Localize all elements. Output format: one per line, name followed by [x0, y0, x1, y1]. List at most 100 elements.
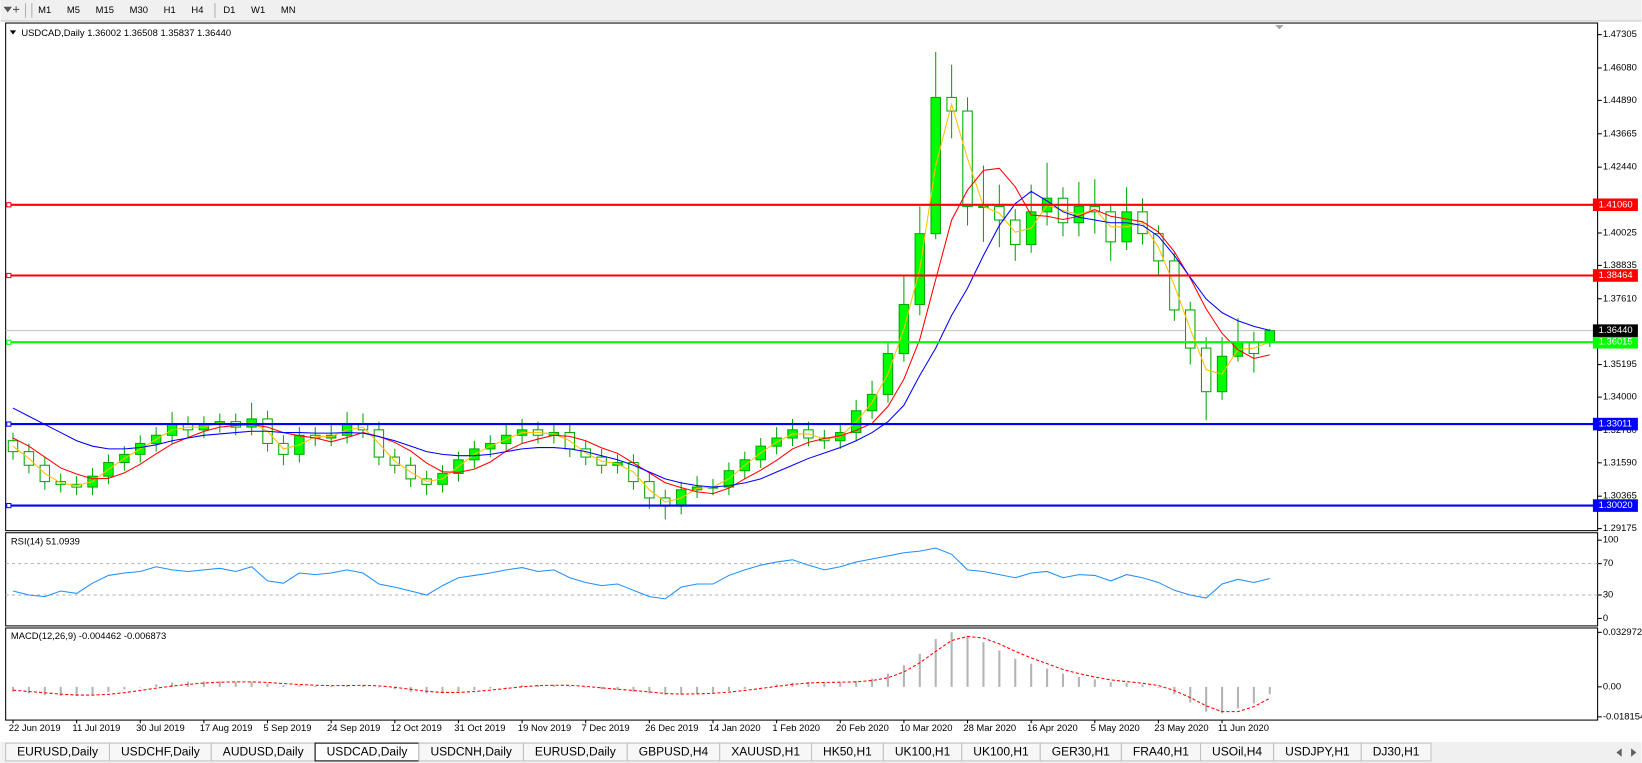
toolbar-icon[interactable]	[3, 6, 20, 13]
macd-panel	[5, 627, 1599, 721]
macd-title: MACD(12,26,9) -0.004462 -0.006873	[11, 630, 166, 641]
macd-histogram-bar	[107, 686, 110, 692]
tab-label[interactable]: UK100,H1	[895, 745, 951, 759]
macd-histogram-bar	[632, 686, 635, 692]
macd-histogram-bar	[457, 686, 460, 692]
macd-histogram-bar	[1046, 668, 1049, 687]
macd-histogram-bar	[934, 638, 937, 687]
macd-histogram-bar	[807, 681, 810, 687]
macd-histogram-bar	[1014, 658, 1017, 687]
macd-histogram-bar	[616, 686, 619, 691]
macd-histogram-bar	[1252, 686, 1255, 704]
macd-histogram-bar	[1077, 676, 1080, 687]
macd-histogram-bar	[27, 686, 30, 694]
timeframe-button[interactable]: W1	[251, 4, 265, 15]
macd-histogram-bar	[982, 642, 985, 687]
macd-histogram-bar	[330, 686, 333, 687]
tab-label[interactable]: USDJPY,H1	[1285, 745, 1350, 759]
price-label-box	[1592, 499, 1638, 512]
price-label: 1.38464	[1599, 269, 1633, 280]
tab[interactable]	[1360, 742, 1432, 762]
tab-label[interactable]: FRA40,H1	[1133, 745, 1189, 759]
macd-histogram-bar	[839, 682, 842, 687]
timeframe-button[interactable]: D1	[223, 4, 235, 15]
macd-histogram-bar	[536, 684, 540, 687]
macd-histogram-bar	[75, 686, 78, 696]
tab-scroll-right[interactable]	[1631, 748, 1637, 757]
macd-histogram-bar	[314, 686, 317, 687]
tab-label[interactable]: EURUSD,Daily	[17, 745, 98, 759]
tab-label[interactable]: HK50,H1	[823, 745, 872, 759]
timeframe-button[interactable]: MN	[281, 4, 296, 15]
price-label-box	[1592, 417, 1638, 431]
timeframe-button[interactable]: M15	[96, 4, 114, 15]
x-tick-label: 11 Jul 2019	[72, 722, 120, 733]
macd-histogram-bar	[918, 653, 921, 687]
rsi-panel	[5, 532, 1599, 627]
macd-histogram-bar	[266, 683, 269, 687]
macd-histogram-bar	[759, 686, 762, 688]
x-tick-label: 5 May 2020	[1091, 722, 1140, 733]
tab-label[interactable]: AUDUSD,Daily	[223, 745, 304, 759]
macd-histogram-bar	[1157, 686, 1160, 688]
x-tick-label: 7 Dec 2019	[582, 722, 630, 733]
timeframe-button[interactable]: M30	[130, 4, 148, 15]
macd-histogram-bar	[1125, 682, 1128, 687]
macd-histogram-bar	[1061, 673, 1065, 687]
macd-signal-line	[12, 635, 1271, 713]
tab-label[interactable]: USDCHF,Daily	[121, 745, 200, 759]
tab-label[interactable]: USDCAD,Daily	[327, 745, 408, 759]
y-tick-label: 1.44890	[1603, 94, 1637, 105]
macd-histogram-bar	[218, 681, 221, 687]
price-label: 1.33011	[1599, 418, 1632, 429]
tab-label[interactable]: XAUUSD,H1	[731, 745, 800, 759]
tab-scroll-left[interactable]	[1616, 748, 1622, 757]
macd-histogram-bar	[966, 635, 969, 687]
x-tick-label: 31 Oct 2019	[454, 722, 505, 733]
y-tick-label: 1.37610	[1603, 292, 1637, 303]
macd-histogram-bar	[552, 684, 555, 687]
macd-histogram-bar	[91, 686, 94, 695]
timeframe-button[interactable]: H1	[164, 4, 176, 15]
macd-histogram-bar	[1236, 686, 1240, 709]
macd-histogram-bar	[711, 686, 715, 693]
x-tick-label: 12 Oct 2019	[391, 722, 442, 733]
y-tick-label: 1.38835	[1603, 259, 1637, 270]
macd-histogram-bar	[743, 686, 746, 689]
collapse-triangle[interactable]	[9, 30, 17, 35]
x-tick-label: 28 Mar 2020	[963, 722, 1016, 733]
tab-label[interactable]: EURUSD,Daily	[535, 745, 616, 759]
chart-title: USDCAD,Daily 1.36002 1.36508 1.35837 1.3…	[21, 27, 231, 38]
timeframe-button[interactable]: M5	[67, 4, 80, 15]
macd-histogram-bar	[505, 686, 508, 688]
timeframe-button[interactable]: H4	[191, 4, 203, 15]
level-anchor	[6, 421, 12, 427]
macd-histogram-bar	[489, 686, 492, 689]
x-tick-label: 5 Sep 2019	[263, 722, 311, 733]
price-label: 1.30020	[1599, 499, 1633, 510]
timeframe-button[interactable]: M1	[38, 4, 51, 15]
tab-label[interactable]: USDCNH,Daily	[430, 745, 511, 759]
tab-label[interactable]: USOil,H4	[1212, 745, 1262, 759]
macd-histogram-bar	[1221, 686, 1224, 714]
macd-histogram-bar	[298, 685, 301, 687]
macd-histogram-bar	[425, 686, 428, 694]
moving-average-line	[12, 167, 1270, 495]
chart-shift-marker[interactable]	[1275, 25, 1284, 30]
tab-label[interactable]: GER30,H1	[1052, 745, 1110, 759]
macd-histogram-bar	[59, 686, 62, 696]
tab-label[interactable]: UK100,H1	[973, 745, 1029, 759]
macd-histogram-bar	[855, 681, 858, 687]
x-tick-label: 11 Jun 2020	[1218, 722, 1269, 733]
tab-label[interactable]: DJ30,H1	[1373, 745, 1420, 759]
y-tick-label: 1.30365	[1603, 490, 1637, 501]
macd-histogram-bar	[186, 681, 190, 687]
price-label-box	[1592, 269, 1638, 282]
macd-histogram-bar	[139, 686, 142, 688]
tab-label[interactable]: GBPUSD,H4	[639, 745, 709, 759]
macd-histogram-bar	[696, 686, 699, 694]
macd-histogram-bar	[775, 684, 778, 687]
macd-histogram-bar	[155, 684, 158, 687]
macd-histogram-bar	[727, 686, 730, 691]
